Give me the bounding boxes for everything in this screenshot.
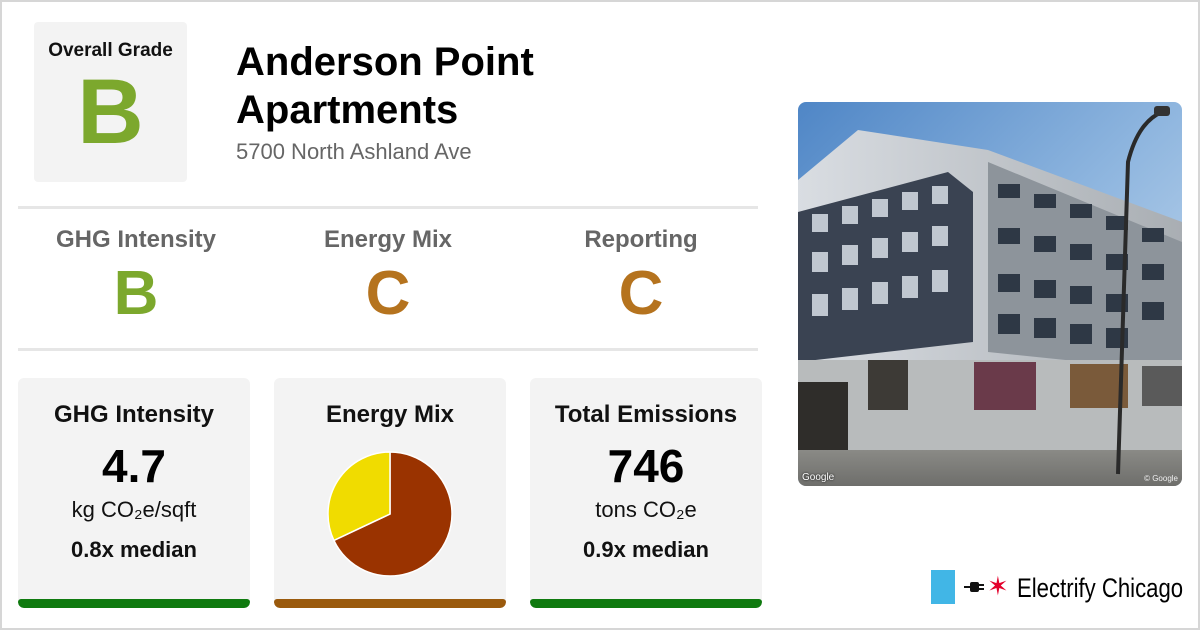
chicago-flag-icon (931, 570, 955, 604)
chicago-star-icon: ✶ (987, 571, 1009, 601)
subgrade-label: GHG Intensity (55, 226, 217, 253)
building-name: Anderson Point Apartments (236, 40, 534, 132)
ghg-intensity-card: GHG Intensity 4.7 kg CO₂e/sqft 0.8x medi… (18, 378, 250, 608)
card-title: Energy Mix (325, 401, 455, 428)
card-unit: kg CO₂e/sqft (71, 497, 197, 522)
card-median: 0.8x median (71, 537, 197, 562)
subgrade-label: Reporting (584, 226, 698, 253)
card-median: 0.9x median (583, 537, 709, 562)
photo-credit-copyright: © Google (1144, 474, 1178, 483)
photo-credit: Google (802, 472, 835, 483)
overall-grade-box: Overall Grade B (34, 22, 187, 182)
total-emissions-card: Total Emissions 746 tons CO₂e 0.9x media… (530, 378, 762, 608)
subgrade-energy-mix: Energy Mix C (270, 226, 506, 330)
pie-slice-0 (332, 451, 453, 577)
overall-grade-label: Overall Grade (48, 40, 173, 61)
card-value: 746 (607, 440, 685, 492)
card-unit: tons CO₂e (595, 497, 697, 522)
subgrade-ghg: GHG Intensity B (18, 226, 254, 330)
card-value: 4.7 (102, 440, 166, 492)
card-status-bar (530, 599, 762, 608)
subgrade-value: C (618, 259, 664, 328)
divider-top (18, 206, 758, 209)
plug-icon (964, 582, 984, 592)
card-status-bar (274, 599, 506, 608)
card-title: Total Emissions (554, 401, 738, 428)
pie-slice-1 (327, 451, 391, 542)
subgrade-label: Energy Mix (323, 226, 453, 253)
card-title: GHG Intensity (53, 401, 215, 428)
divider-middle (18, 348, 758, 351)
subgrade-reporting: Reporting C (523, 226, 759, 330)
subgrade-value: B (113, 259, 159, 328)
brand-name: Electrify Chicago (1017, 573, 1184, 603)
building-address: 5700 North Ashland Ave (236, 139, 472, 164)
building-photo: Google © Google (798, 102, 1182, 486)
subgrade-value: C (365, 259, 411, 328)
overall-grade-value: B (77, 61, 144, 163)
energy-mix-card: Energy Mix (274, 378, 506, 608)
card-status-bar (18, 599, 250, 608)
energy-mix-pie-chart (327, 451, 453, 577)
